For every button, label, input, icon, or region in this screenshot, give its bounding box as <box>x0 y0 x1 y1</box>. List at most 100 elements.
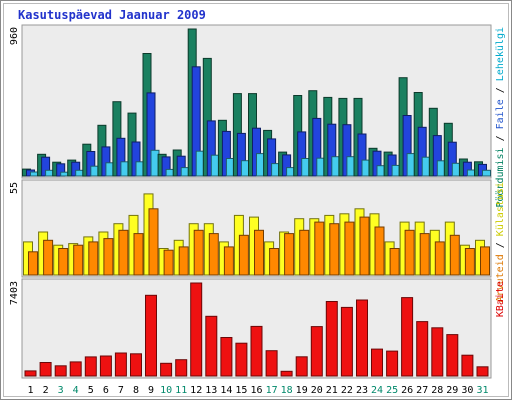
x-tick-label-5: 5 <box>88 385 94 396</box>
bar-kbaite-day-12 <box>190 282 203 377</box>
legend-külastusi: Külastusi <box>495 182 506 236</box>
x-tick-label-15: 15 <box>235 385 247 396</box>
bar-kbaite-day-29 <box>446 334 459 377</box>
bar-kbaite-day-11 <box>175 359 188 377</box>
x-tick-label-30: 30 <box>461 385 473 396</box>
panel-bottom-ymax-label: 7403 <box>9 281 20 305</box>
x-tick-label-28: 28 <box>431 385 443 396</box>
x-tick-label-13: 13 <box>205 385 217 396</box>
x-tick-label-10: 10 <box>160 385 172 396</box>
bar-arvuteid-day-1 <box>28 251 38 276</box>
bar-kbaite-day-1 <box>24 370 37 377</box>
bar-lehekülgi-day-31 <box>482 169 491 177</box>
x-tick-label-21: 21 <box>326 385 338 396</box>
inner-frame <box>3 3 509 397</box>
bar-arvuteid-day-4 <box>73 244 84 276</box>
bar-kbaite-day-16 <box>250 325 263 377</box>
panel-top-legend: Pöördumisi / Faile / Lehekülgi <box>495 27 506 208</box>
x-tick-label-25: 25 <box>386 385 398 396</box>
bar-arvuteid-day-31 <box>480 246 490 276</box>
bar-arvuteid-day-30 <box>464 248 475 276</box>
bar-arvuteid-day-6 <box>103 238 114 276</box>
bar-kbaite-day-19 <box>295 356 308 377</box>
bar-arvuteid-day-25 <box>389 248 400 276</box>
x-tick-label-24: 24 <box>371 385 383 396</box>
x-tick-label-18: 18 <box>281 385 293 396</box>
legend-arvuteid: Arvuteid <box>495 254 506 302</box>
bar-kbaite-day-27 <box>416 321 429 377</box>
bar-arvuteid-day-28 <box>434 241 445 276</box>
bar-arvuteid-day-17 <box>269 248 280 276</box>
x-tick-label-31: 31 <box>476 385 488 396</box>
bar-kbaite-day-17 <box>265 350 278 377</box>
bar-arvuteid-day-7 <box>118 229 129 276</box>
bar-kbaite-day-10 <box>160 362 173 377</box>
bar-kbaite-day-23 <box>356 299 368 377</box>
x-tick-label-20: 20 <box>311 385 323 396</box>
x-tick-label-9: 9 <box>148 385 154 396</box>
x-tick-label-3: 3 <box>58 385 64 396</box>
bar-kbaite-day-8 <box>130 353 142 377</box>
bar-kbaite-day-22 <box>340 306 353 377</box>
bar-kbaite-day-15 <box>235 342 248 377</box>
bar-kbaite-day-4 <box>69 361 82 377</box>
bar-kbaite-day-7 <box>114 352 127 377</box>
x-tick-label-27: 27 <box>416 385 428 396</box>
panel-middle-legend: Arvuteid / Külastusi <box>495 182 506 302</box>
bar-kbaite-day-21 <box>325 301 338 377</box>
bar-kbaite-day-3 <box>54 365 67 377</box>
x-tick-label-11: 11 <box>175 385 187 396</box>
bar-arvuteid-day-15 <box>238 234 249 276</box>
bar-arvuteid-day-12 <box>193 229 204 276</box>
bar-arvuteid-day-29 <box>449 234 460 276</box>
legend-separator: / <box>495 129 506 147</box>
bar-kbaite-day-5 <box>84 356 97 377</box>
legend-faile: Faile <box>495 99 506 129</box>
bar-arvuteid-day-8 <box>133 233 144 276</box>
x-tick-label-1: 1 <box>27 385 33 396</box>
x-tick-label-26: 26 <box>401 385 413 396</box>
x-tick-label-4: 4 <box>73 385 79 396</box>
legend-lehekülgi: Lehekülgi <box>495 27 506 81</box>
legend-separator: / <box>495 236 506 254</box>
bar-arvuteid-day-9 <box>148 208 159 276</box>
bar-arvuteid-day-13 <box>208 233 219 276</box>
x-tick-label-29: 29 <box>446 385 458 396</box>
bar-kbaite-day-2 <box>39 362 52 377</box>
legend-pöördumisi: Pöördumisi <box>495 147 506 207</box>
panel-top: 960 Pöördumisi / Faile / Lehekülgi <box>9 24 506 208</box>
panel-top-ymax-label: 960 <box>9 27 20 45</box>
bar-arvuteid-day-3 <box>58 248 69 276</box>
panel-middle-ymax-label: 55 <box>9 182 20 194</box>
legend-separator: / <box>495 81 506 99</box>
bar-kbaite-day-30 <box>461 354 474 377</box>
bar-kbaite-day-24 <box>371 348 383 377</box>
bar-arvuteid-day-26 <box>404 229 415 276</box>
bar-arvuteid-day-21 <box>329 223 340 276</box>
chart-title: Kasutuspäevad Jaanuar 2009 <box>18 8 206 22</box>
bar-kbaite-day-31 <box>476 366 489 377</box>
bar-kbaite-day-14 <box>220 337 233 377</box>
bar-arvuteid-day-11 <box>178 246 189 276</box>
bar-arvuteid-day-23 <box>359 216 370 276</box>
bar-arvuteid-day-19 <box>299 229 310 276</box>
x-tick-label-12: 12 <box>190 385 202 396</box>
panel-middle: 55 Arvuteid / Külastusi <box>9 179 506 302</box>
x-tick-label-6: 6 <box>103 385 109 396</box>
x-tick-label-22: 22 <box>341 385 353 396</box>
bar-arvuteid-day-16 <box>254 229 264 276</box>
panel-bottom: 7403 KBaite <box>9 278 506 379</box>
x-tick-label-8: 8 <box>133 385 139 396</box>
x-tick-label-2: 2 <box>43 385 49 396</box>
bar-kbaite-day-6 <box>99 355 112 377</box>
bar-kbaite-day-18 <box>280 370 293 377</box>
panels-group: 960 Pöördumisi / Faile / Lehekülgi 55 Arvut… <box>9 24 506 379</box>
x-tick-label-23: 23 <box>356 385 368 396</box>
x-tick-label-7: 7 <box>118 385 124 396</box>
bar-kbaite-day-26 <box>401 297 414 377</box>
bar-arvuteid-day-5 <box>88 241 99 276</box>
bar-arvuteid-day-22 <box>344 221 355 276</box>
bar-kbaite-day-13 <box>205 315 218 377</box>
panel-bottom-legend: KBaite <box>495 281 506 317</box>
